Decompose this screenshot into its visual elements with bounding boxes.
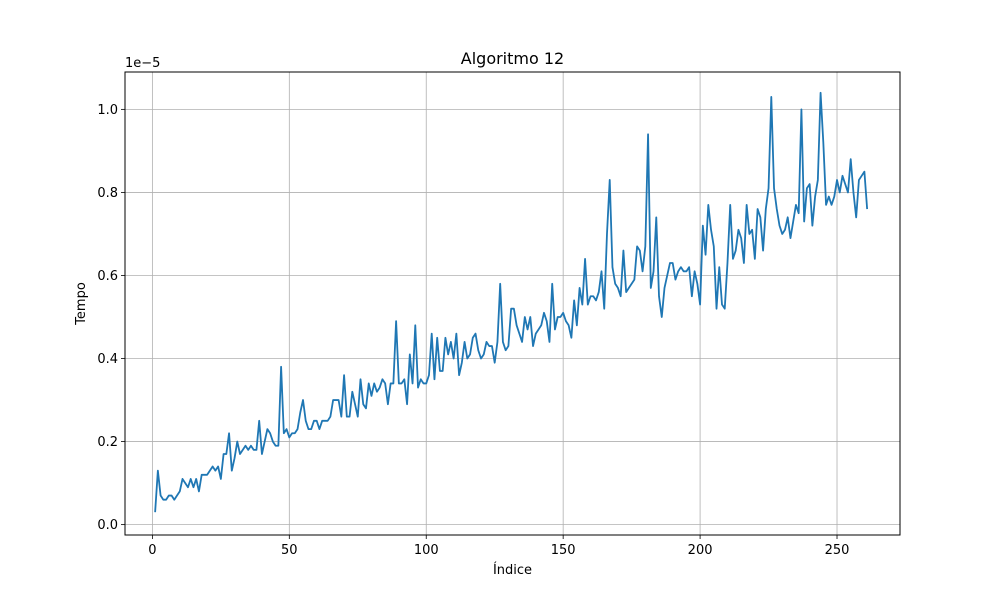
x-tick-label: 200 (688, 543, 713, 558)
y-offset-text: 1e−5 (125, 56, 160, 71)
chart-title: Algoritmo 12 (461, 49, 564, 68)
grid (125, 72, 900, 535)
x-tick-label: 150 (551, 543, 576, 558)
x-tick-label: 100 (414, 543, 439, 558)
y-tick-label: 0.8 (97, 186, 118, 201)
y-tick-label: 1.0 (97, 103, 118, 118)
x-tick-label: 0 (148, 543, 156, 558)
x-axis-label: Índice (493, 562, 532, 578)
series-line (154, 91, 869, 513)
series-layer (154, 91, 869, 513)
y-tick-label: 0.4 (97, 352, 118, 367)
y-tick-label: 0.0 (97, 518, 118, 533)
plot-frame (124, 71, 901, 536)
x-tick-label: 50 (281, 543, 298, 558)
x-tick-label: 250 (825, 543, 850, 558)
y-tick-label: 0.6 (97, 269, 118, 284)
ticks: 0 50 100 150 200 250 0.0 0.2 0.4 0.6 0.8 1.0 (97, 103, 849, 558)
y-tick-label: 0.2 (97, 435, 118, 450)
y-axis-label: Tempo (74, 282, 89, 326)
